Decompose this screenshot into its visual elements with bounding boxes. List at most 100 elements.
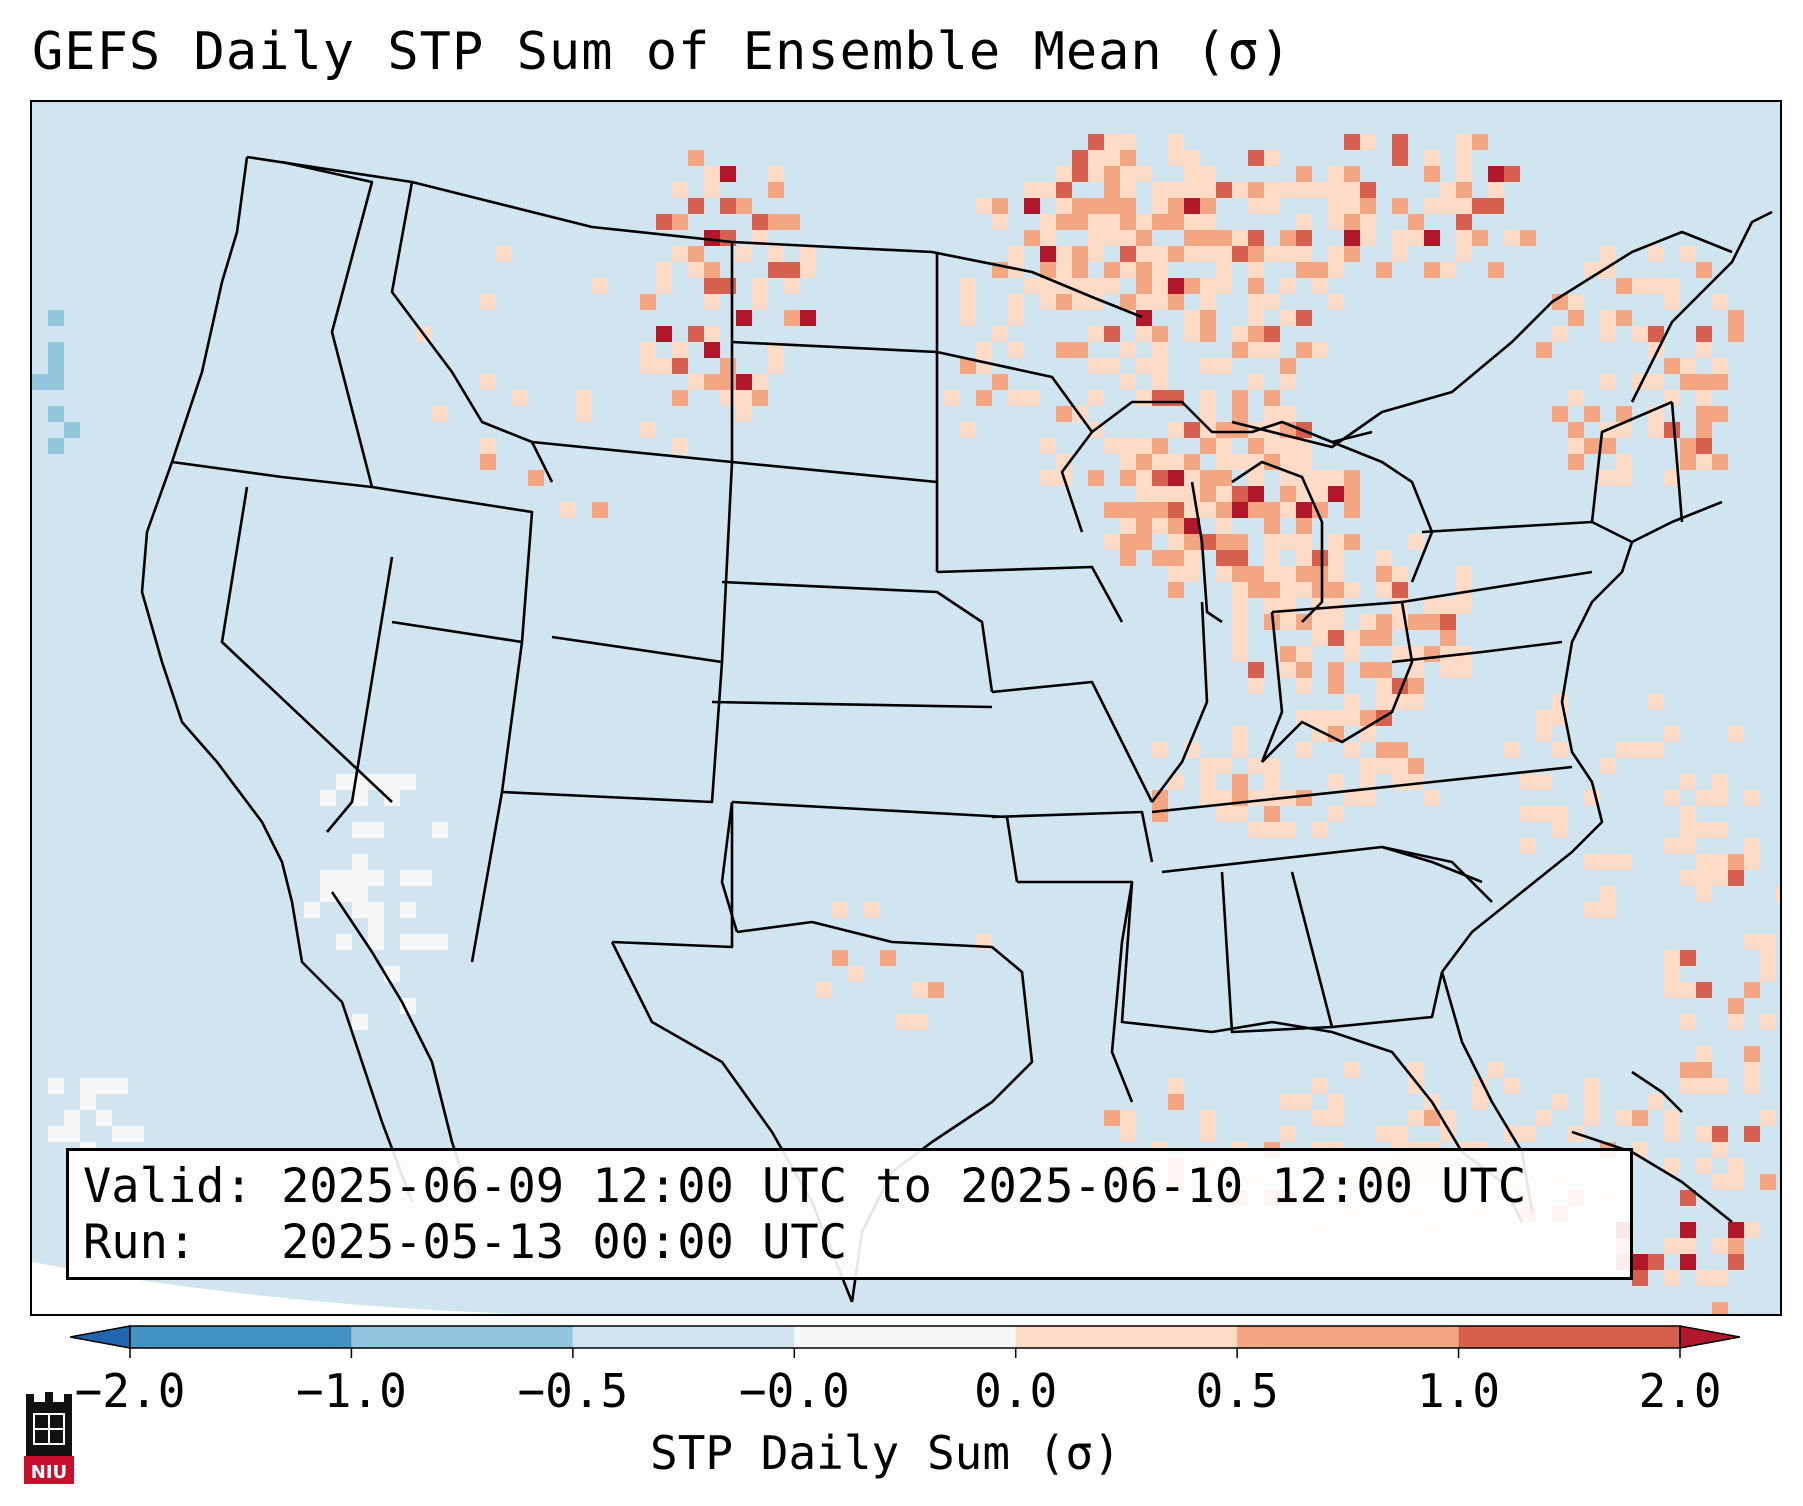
anomaly-cell (1120, 518, 1136, 534)
anomaly-cell (1552, 806, 1568, 822)
anomaly-cell (1120, 470, 1136, 486)
anomaly-cell (1072, 214, 1088, 230)
anomaly-cell (1728, 998, 1744, 1014)
anomaly-cell (1184, 310, 1200, 326)
anomaly-cell (1184, 246, 1200, 262)
anomaly-cell (1248, 502, 1264, 518)
anomaly-cell (1328, 774, 1344, 790)
anomaly-cell (1552, 822, 1568, 838)
anomaly-cell (496, 246, 512, 262)
anomaly-cell (64, 422, 80, 438)
anomaly-cell (1248, 326, 1264, 342)
anomaly-cell (1344, 646, 1360, 662)
anomaly-cell (1728, 1222, 1744, 1238)
anomaly-cell (1472, 1078, 1488, 1094)
anomaly-cell (1744, 982, 1760, 998)
anomaly-cell (688, 150, 704, 166)
anomaly-cell (1136, 294, 1152, 310)
anomaly-cell (768, 182, 784, 198)
anomaly-cell (1200, 470, 1216, 486)
anomaly-cell (1456, 230, 1472, 246)
anomaly-cell (704, 294, 720, 310)
anomaly-cell (1600, 902, 1616, 918)
anomaly-cell (352, 822, 368, 838)
anomaly-cell (1728, 870, 1744, 886)
anomaly-cell (1696, 1158, 1712, 1174)
colorbar-bin (1015, 1326, 1238, 1348)
anomaly-cell (1552, 742, 1568, 758)
anomaly-cell (1232, 726, 1248, 742)
anomaly-cell (1344, 582, 1360, 598)
anomaly-cell (480, 374, 496, 390)
anomaly-cell (1328, 470, 1344, 486)
anomaly-cell (1632, 1270, 1648, 1286)
anomaly-cell (1328, 582, 1344, 598)
anomaly-cell (1568, 438, 1584, 454)
anomaly-cell (1632, 1254, 1648, 1270)
anomaly-cell (1648, 374, 1664, 390)
anomaly-cell (1232, 534, 1248, 550)
anomaly-cell (992, 326, 1008, 342)
anomaly-cell (1280, 230, 1296, 246)
anomaly-cell (912, 1014, 928, 1030)
anomaly-cell (1776, 886, 1780, 902)
anomaly-cell (48, 406, 64, 422)
colorbar-bin (1458, 1326, 1680, 1348)
anomaly-cell (1760, 1110, 1776, 1126)
anomaly-cell (1296, 550, 1312, 566)
anomaly-cell (1280, 646, 1296, 662)
anomaly-cell (1056, 246, 1072, 262)
anomaly-cell (1296, 230, 1312, 246)
anomaly-cell (1168, 566, 1184, 582)
anomaly-cell (1616, 278, 1632, 294)
anomaly-cell (1664, 726, 1680, 742)
anomaly-cell (1168, 1094, 1184, 1110)
anomaly-cell (1744, 1078, 1760, 1094)
colorbar-tick-label: 2.0 (1638, 1364, 1722, 1418)
anomaly-cell (1056, 214, 1072, 230)
anomaly-cell (1376, 662, 1392, 678)
anomaly-cell (784, 310, 800, 326)
anomaly-cell (1616, 454, 1632, 470)
anomaly-cell (1184, 230, 1200, 246)
anomaly-cell (1168, 198, 1184, 214)
anomaly-cell (1104, 358, 1120, 374)
anomaly-cell (1600, 470, 1616, 486)
anomaly-cell (48, 358, 64, 374)
anomaly-cell (1312, 278, 1328, 294)
anomaly-cell (1056, 342, 1072, 358)
anomaly-cell (1232, 342, 1248, 358)
anomaly-cell (1392, 150, 1408, 166)
anomaly-cell (1664, 1158, 1680, 1174)
anomaly-cell (1312, 598, 1328, 614)
anomaly-cell (1344, 742, 1360, 758)
colorbar-under-triangle (70, 1325, 131, 1349)
anomaly-cell (1520, 230, 1536, 246)
anomaly-cell (1088, 214, 1104, 230)
anomaly-cell (1264, 326, 1280, 342)
anomaly-cell (1360, 662, 1376, 678)
anomaly-cell (1088, 246, 1104, 262)
anomaly-cell (48, 342, 64, 358)
anomaly-cell (1328, 710, 1344, 726)
anomaly-cell (1264, 534, 1280, 550)
anomaly-cell (1296, 790, 1312, 806)
anomaly-cell (1376, 566, 1392, 582)
anomaly-cell (1104, 502, 1120, 518)
anomaly-cell (1408, 1062, 1424, 1078)
anomaly-cell (1216, 502, 1232, 518)
anomaly-cell (1232, 630, 1248, 646)
anomaly-cell (1136, 230, 1152, 246)
anomaly-cell (1152, 326, 1168, 342)
anomaly-cell (1296, 534, 1312, 550)
anomaly-cell (1248, 294, 1264, 310)
anomaly-cell (688, 198, 704, 214)
anomaly-cell (1760, 1014, 1776, 1030)
anomaly-cell (1232, 246, 1248, 262)
anomaly-cell (1152, 438, 1168, 454)
anomaly-cell (1712, 1270, 1728, 1286)
anomaly-cell (1104, 134, 1120, 150)
anomaly-cell (1744, 838, 1760, 854)
anomaly-cell (1648, 694, 1664, 710)
anomaly-cell (1264, 198, 1280, 214)
